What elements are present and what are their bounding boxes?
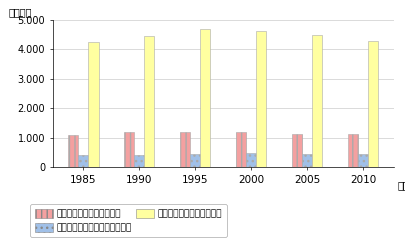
Bar	[347, 134, 357, 167]
Bar	[236, 132, 246, 167]
Bar	[180, 132, 190, 167]
Bar	[256, 31, 266, 167]
Bar	[124, 132, 134, 167]
Text: （年）: （年）	[396, 180, 405, 190]
Legend: 三大都市圏の政令指定都市, 三大都市圏以外の政令指定都市, 政令指定都市以外の市町村: 三大都市圏の政令指定都市, 三大都市圏以外の政令指定都市, 政令指定都市以外の市…	[30, 204, 226, 237]
Bar	[301, 154, 311, 167]
Bar	[134, 154, 144, 167]
Bar	[78, 155, 88, 167]
Bar	[68, 135, 78, 167]
Bar	[311, 35, 322, 167]
Bar	[367, 41, 377, 167]
Bar	[200, 29, 210, 167]
Bar	[144, 36, 154, 167]
Bar	[292, 134, 301, 167]
Bar	[88, 42, 98, 167]
Bar	[357, 154, 367, 167]
Text: （万人）: （万人）	[9, 7, 32, 17]
Bar	[190, 154, 200, 167]
Bar	[246, 154, 256, 167]
